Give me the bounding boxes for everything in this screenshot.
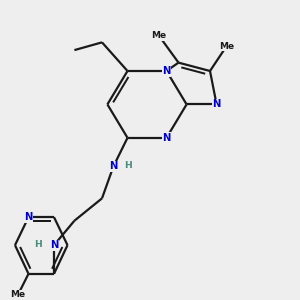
- Text: N: N: [162, 133, 171, 143]
- Text: N: N: [212, 99, 221, 110]
- Text: Me: Me: [219, 42, 234, 51]
- Text: N: N: [24, 212, 33, 222]
- Text: H: H: [124, 161, 132, 170]
- Text: H: H: [34, 240, 42, 249]
- Text: Me: Me: [11, 290, 26, 299]
- Text: N: N: [162, 66, 171, 76]
- Text: N: N: [109, 161, 118, 171]
- Text: N: N: [50, 240, 58, 250]
- Text: Me: Me: [152, 31, 166, 40]
